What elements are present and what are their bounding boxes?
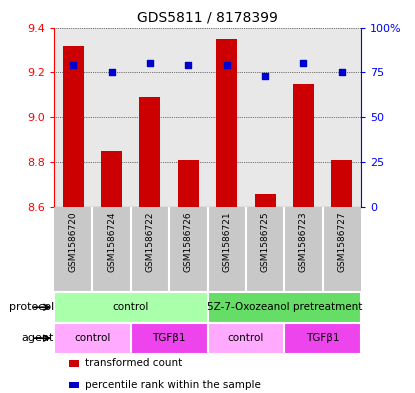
Text: TGFβ1: TGFβ1: [306, 333, 339, 343]
Bar: [63, 46, 84, 208]
Bar: [284, 323, 361, 354]
Text: control: control: [74, 333, 110, 343]
Bar: [131, 323, 208, 354]
Bar: [208, 292, 361, 323]
Bar: [216, 39, 237, 208]
Point: [70, 62, 76, 68]
Bar: [101, 151, 122, 208]
Text: control: control: [112, 302, 149, 312]
Point: [223, 62, 230, 68]
Bar: [69, 360, 78, 367]
Bar: [54, 323, 131, 354]
Text: GSM1586725: GSM1586725: [261, 212, 270, 272]
Text: GSM1586724: GSM1586724: [107, 212, 116, 272]
Text: TGFβ1: TGFβ1: [152, 333, 186, 343]
Bar: [178, 160, 199, 208]
Text: transformed count: transformed count: [85, 358, 182, 369]
Bar: [293, 84, 314, 208]
Text: agent: agent: [22, 333, 54, 343]
Point: [339, 69, 345, 75]
Point: [108, 69, 115, 75]
Bar: [254, 194, 276, 208]
Bar: [331, 160, 352, 208]
Text: GSM1586720: GSM1586720: [68, 212, 78, 272]
Text: 5Z-7-Oxozeanol pretreatment: 5Z-7-Oxozeanol pretreatment: [207, 302, 362, 312]
Bar: [69, 382, 78, 388]
Bar: [208, 323, 284, 354]
Text: GSM1586726: GSM1586726: [184, 212, 193, 272]
Bar: [54, 292, 208, 323]
Text: control: control: [228, 333, 264, 343]
Text: percentile rank within the sample: percentile rank within the sample: [85, 380, 261, 390]
Bar: [139, 97, 161, 208]
Text: GSM1586722: GSM1586722: [145, 212, 154, 272]
Text: GSM1586723: GSM1586723: [299, 212, 308, 272]
Text: GSM1586721: GSM1586721: [222, 212, 231, 272]
Point: [146, 61, 153, 67]
Text: GSM1586727: GSM1586727: [337, 212, 347, 272]
Point: [262, 73, 269, 79]
Title: GDS5811 / 8178399: GDS5811 / 8178399: [137, 11, 278, 25]
Text: protocol: protocol: [9, 302, 54, 312]
Point: [300, 61, 307, 67]
Point: [185, 62, 192, 68]
